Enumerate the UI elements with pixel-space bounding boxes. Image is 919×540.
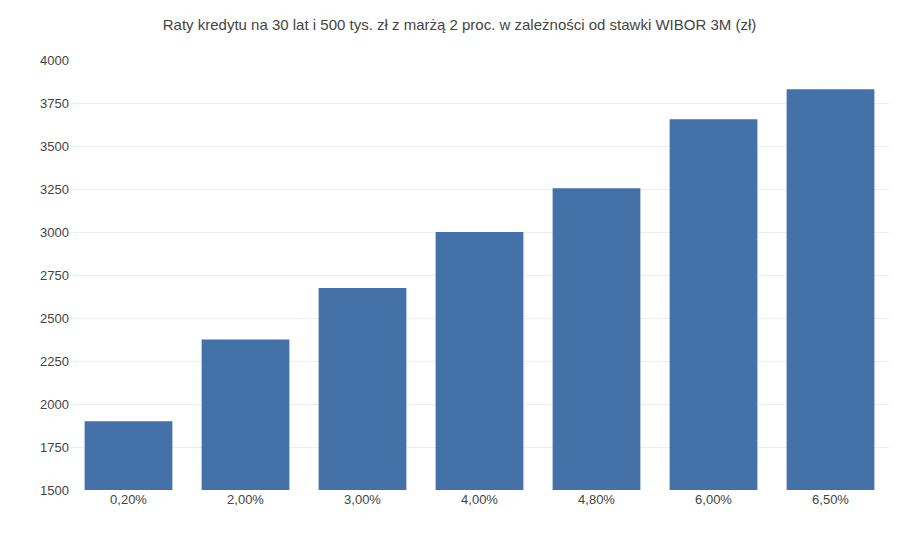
svg-text:2250: 2250 (40, 354, 69, 369)
svg-text:0,20%: 0,20% (110, 492, 147, 507)
svg-text:4,80%: 4,80% (578, 492, 615, 507)
svg-text:2500: 2500 (40, 311, 69, 326)
svg-text:6,50%: 6,50% (812, 492, 849, 507)
svg-text:Raty kredytu na 30 lat i 500 t: Raty kredytu na 30 lat i 500 tys. zł z m… (163, 16, 757, 33)
svg-text:3,00%: 3,00% (344, 492, 381, 507)
svg-text:1500: 1500 (40, 483, 69, 498)
svg-text:4,00%: 4,00% (461, 492, 498, 507)
svg-text:2750: 2750 (40, 268, 69, 283)
svg-text:3250: 3250 (40, 182, 69, 197)
svg-text:3500: 3500 (40, 139, 69, 154)
svg-text:3000: 3000 (40, 225, 69, 240)
svg-text:2000: 2000 (40, 397, 69, 412)
svg-text:3750: 3750 (40, 96, 69, 111)
svg-text:1750: 1750 (40, 440, 69, 455)
svg-text:6,00%: 6,00% (695, 492, 732, 507)
svg-text:4000: 4000 (40, 53, 69, 68)
svg-text:2,00%: 2,00% (227, 492, 264, 507)
